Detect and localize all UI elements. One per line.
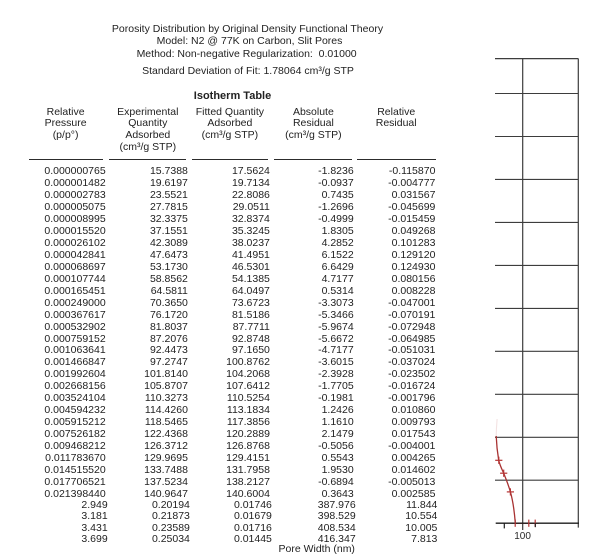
svg-text:100: 100 [514,531,531,542]
